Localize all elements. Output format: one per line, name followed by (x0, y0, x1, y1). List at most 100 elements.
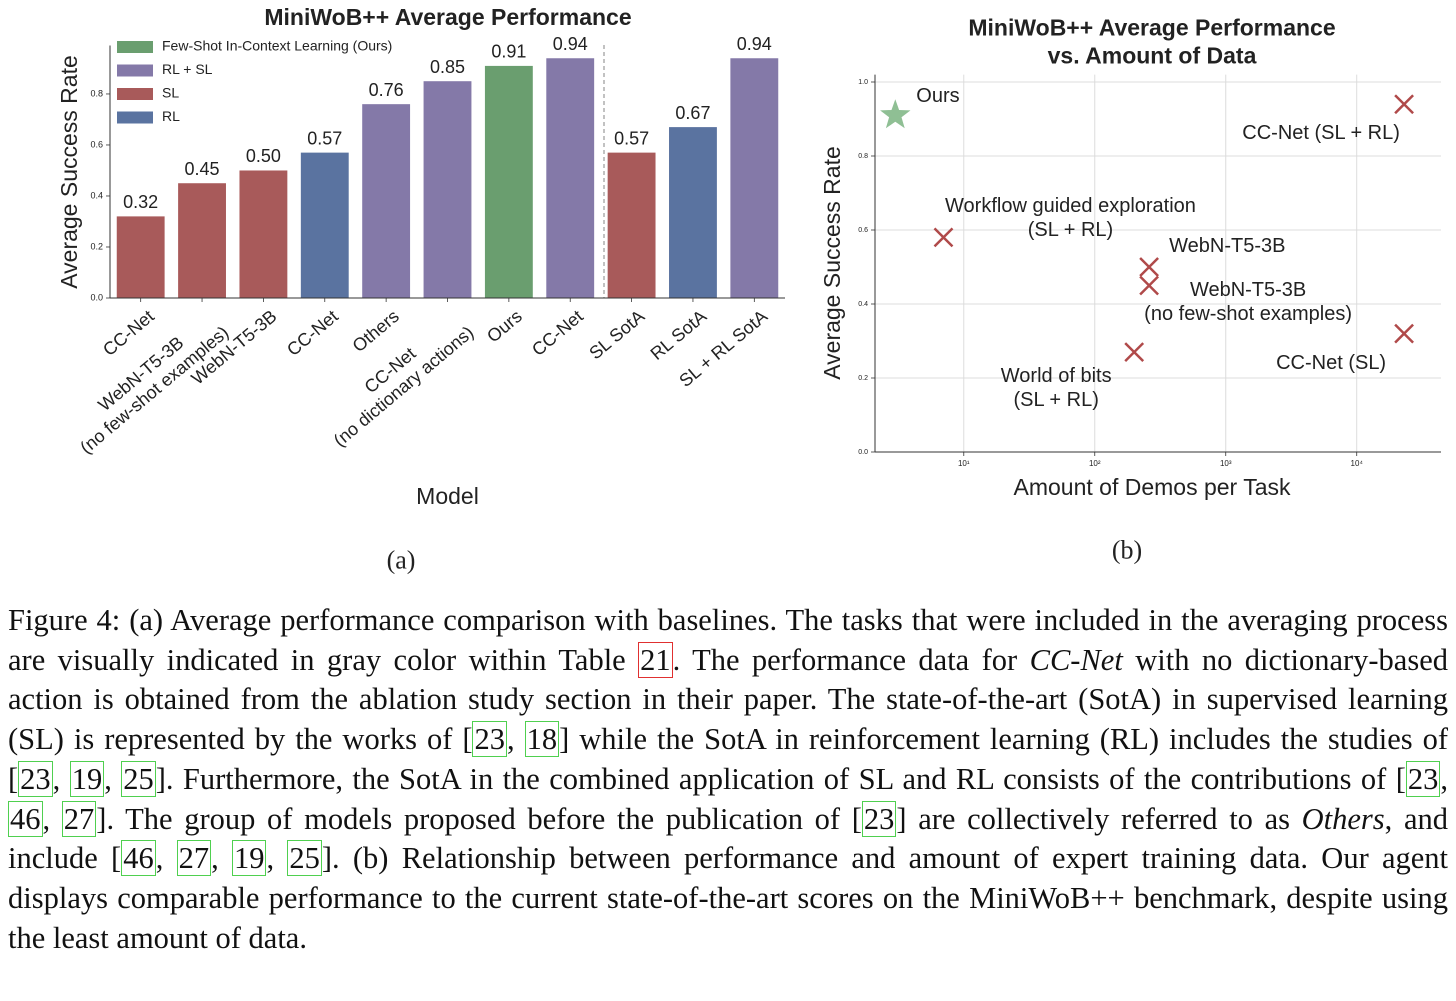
y-tick-label: 0.6 (858, 227, 868, 234)
citation[interactable]: 19 (231, 840, 267, 877)
emphasis: Others (1301, 801, 1385, 836)
y-tick-label: 0.4 (90, 190, 103, 200)
point (1124, 342, 1145, 362)
y-tick-label: 0.2 (90, 241, 103, 251)
caption-text: , (52, 761, 70, 796)
y-tick-label: 0.8 (90, 88, 103, 98)
x-tick-label: 10² (1089, 459, 1101, 468)
y-tick-label: 0.8 (858, 153, 868, 160)
bar (239, 170, 288, 298)
value-label: 0.45 (185, 159, 220, 179)
citation[interactable]: 23 (861, 800, 897, 837)
y-tick-label: 1.0 (858, 79, 868, 86)
caption-text: , (1440, 761, 1449, 796)
subcaption: (a) (386, 545, 416, 575)
legend-label: SL (162, 85, 179, 101)
bar (300, 152, 349, 298)
y-tick-label: 0.0 (90, 292, 103, 302)
bar (362, 104, 411, 298)
caption-text: ] are collectively referred to as (896, 801, 1302, 836)
citation[interactable]: 19 (69, 760, 105, 797)
y-tick-label: 0.2 (858, 375, 868, 382)
point (933, 227, 954, 248)
caption-text: ] while the SotA in reinforcement learni… (8, 722, 1449, 796)
value-label: 0.91 (491, 42, 526, 62)
caption-text: . The performance data for (672, 642, 1030, 677)
citation[interactable]: 27 (61, 800, 97, 837)
x-tick-label: 10⁴ (1351, 459, 1364, 468)
point (1139, 257, 1159, 277)
caption-text: , (266, 841, 288, 876)
x-axis-label: Amount of Demos per Task (1013, 474, 1291, 501)
value-label: 0.85 (430, 57, 465, 77)
point-label: WebN-T5-3B (no few-shot examples) (1144, 278, 1353, 325)
subcaption: (b) (1111, 535, 1143, 565)
point-label: CC-Net (SL) (1276, 351, 1387, 374)
caption-text: , (104, 761, 122, 796)
bar (669, 127, 717, 298)
y-axis-label: Average Success Rate (56, 54, 83, 289)
y-tick-label: 0.6 (90, 139, 103, 149)
point (1394, 94, 1414, 115)
point-label: Ours (916, 85, 960, 108)
citation[interactable]: 18 (524, 721, 560, 758)
table-ref[interactable]: 21 (638, 641, 673, 678)
citation[interactable]: 23 (1405, 760, 1441, 797)
value-label: 0.67 (675, 103, 710, 123)
chart-title: MiniWoB++ Average Performance vs. Amount… (968, 14, 1336, 68)
caption: Figure 4: (a) Average performance compar… (8, 601, 1448, 958)
emphasis: CC-Net (1029, 642, 1123, 677)
value-label: 0.50 (246, 146, 281, 166)
bar (607, 152, 656, 298)
point (1139, 275, 1159, 296)
legend-swatch (117, 111, 153, 124)
legend-swatch (117, 88, 153, 100)
caption-text: with no dictionary-based action is obtai… (8, 642, 1449, 757)
value-label: 0.32 (123, 192, 158, 212)
x-axis-label: Model (416, 483, 479, 510)
legend-label: Few-Shot In-Context Learning (Ours) (162, 38, 392, 54)
value-label: 0.57 (307, 128, 342, 148)
citation[interactable]: 46 (8, 800, 43, 837)
legend-label: RL + SL (162, 61, 213, 77)
bar (546, 58, 595, 298)
caption-text: Figure 4: (a) Average performance compar… (8, 603, 1448, 677)
point-label: WebN-T5-3B (1169, 235, 1286, 257)
point-label: Workflow guided exploration (SL + RL) (945, 195, 1196, 242)
point-label: World of bits (SL + RL) (1000, 365, 1112, 412)
caption-text: ]. The group of models proposed before t… (96, 801, 862, 836)
citation[interactable]: 27 (176, 840, 212, 877)
value-label: 0.94 (553, 34, 588, 54)
caption-text: , (42, 801, 62, 836)
x-tick-label: 10¹ (958, 459, 970, 468)
legend-swatch (117, 64, 153, 77)
y-tick-label: 0.0 (858, 449, 868, 456)
bar (484, 65, 533, 298)
citation[interactable]: 23 (18, 760, 53, 797)
bar (423, 81, 472, 299)
value-label: 0.76 (369, 80, 404, 100)
caption-text: ]. Furthermore, the SotA in the combined… (155, 761, 1406, 796)
citation[interactable]: 23 (472, 721, 507, 758)
point (880, 99, 911, 129)
caption-text: , (506, 722, 525, 757)
citation[interactable]: 25 (121, 760, 156, 797)
bar (730, 58, 779, 298)
y-axis-label: Average Success Rate (819, 146, 846, 381)
legend-label: RL (162, 108, 180, 124)
legend-swatch (117, 41, 153, 53)
chart-title: MiniWoB++ Average Performance (264, 4, 632, 31)
value-label: 0.57 (614, 128, 649, 148)
citation[interactable]: 25 (287, 840, 322, 877)
bar (178, 183, 226, 298)
value-label: 0.94 (737, 34, 772, 54)
caption-text: , and include [ (8, 801, 1448, 876)
x-tick-label: 10³ (1220, 459, 1232, 468)
point-label: CC-Net (SL + RL) (1242, 122, 1400, 145)
caption-text: , (211, 841, 232, 876)
caption-text: , (155, 841, 177, 876)
citation[interactable]: 46 (121, 840, 156, 877)
caption-text: ]. (b) Relationship between performance … (8, 841, 1449, 955)
